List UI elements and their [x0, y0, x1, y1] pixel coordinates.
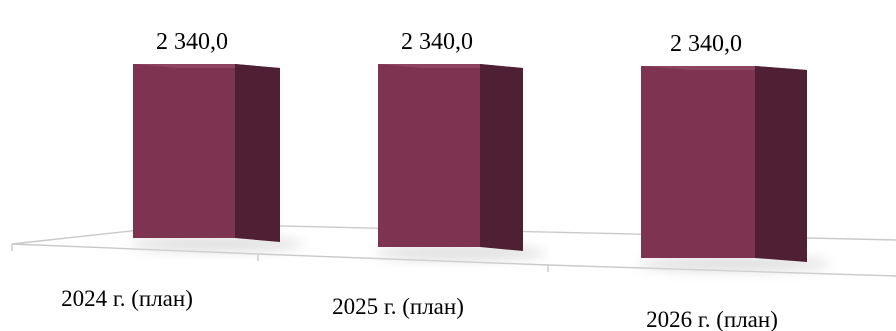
bar-shadows — [129, 237, 831, 271]
category-label-1: 2024 г. (план) — [61, 286, 193, 311]
bar-1 — [133, 64, 235, 238]
category-labels: 2024 г. (план) 2025 г. (план) 2026 г. (пла… — [61, 286, 778, 331]
bar-shadow-2 — [374, 246, 547, 260]
bar-3-side — [755, 66, 807, 262]
bar-2 — [378, 64, 480, 247]
category-label-3: 2026 г. (план) — [646, 307, 778, 331]
data-labels: 2 340,0 2 340,0 2 340,0 — [156, 29, 742, 57]
category-label-2: 2025 г. (план) — [332, 294, 464, 319]
bar-2-side — [480, 64, 523, 251]
bar-shadow-3 — [637, 257, 831, 271]
data-label-1: 2 340,0 — [156, 29, 228, 55]
data-label-3: 2 340,0 — [670, 31, 742, 57]
bar-1-side — [235, 64, 280, 242]
bar-3 — [641, 66, 755, 258]
bar-shadow-1 — [129, 237, 304, 251]
bars — [133, 64, 807, 262]
data-label-2: 2 340,0 — [401, 29, 473, 55]
